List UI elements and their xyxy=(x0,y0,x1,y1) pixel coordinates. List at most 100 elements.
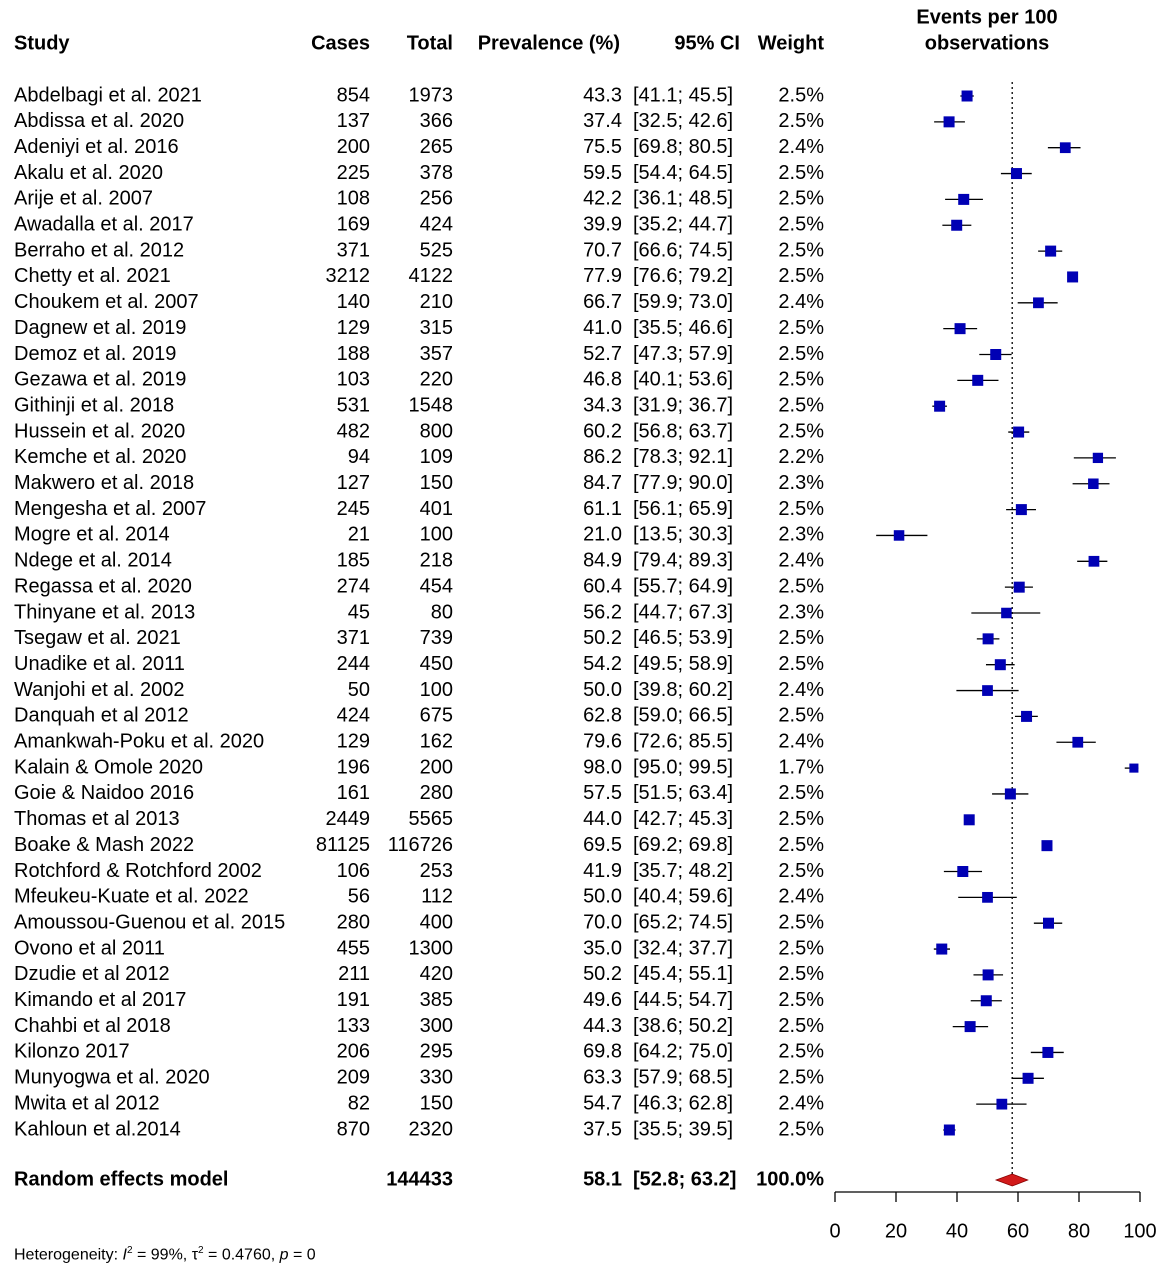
study-total: 401 xyxy=(420,498,453,520)
study-cases: 129 xyxy=(337,731,370,753)
prevalence-box xyxy=(1015,504,1027,516)
study-cases: 371 xyxy=(337,627,370,649)
study-cases: 56 xyxy=(348,886,370,908)
study-name: Arije et al. 2007 xyxy=(14,188,153,210)
study-ci: [35.7; 48.2] xyxy=(633,860,733,882)
x-tick-label: 80 xyxy=(1068,1220,1090,1240)
study-name: Kalain & Omole 2020 xyxy=(14,756,203,778)
prevalence-box xyxy=(1067,271,1079,283)
study-ci: [41.1; 45.5] xyxy=(633,84,733,106)
study-total: 378 xyxy=(420,162,453,184)
study-ci: [35.5; 46.6] xyxy=(633,317,733,339)
study-weight: 2.2% xyxy=(778,446,824,468)
study-ci: [72.6; 85.5] xyxy=(633,731,733,753)
study-weight: 2.4% xyxy=(778,550,824,572)
study-total: 330 xyxy=(420,1067,453,1089)
study-total: 424 xyxy=(420,214,453,236)
study-total: 116726 xyxy=(388,834,453,856)
study-ci: [57.9; 68.5] xyxy=(633,1067,733,1089)
study-ci: [39.8; 60.2] xyxy=(633,679,733,701)
study-cases: 2449 xyxy=(326,808,371,830)
prevalence-box xyxy=(1013,426,1025,438)
study-cases: 188 xyxy=(337,343,370,365)
study-name: Githinji et al. 2018 xyxy=(14,394,174,416)
study-cases: 140 xyxy=(337,291,370,313)
study-weight: 2.5% xyxy=(778,1118,824,1140)
p-value: 0 xyxy=(306,1246,316,1264)
prevalence-box xyxy=(1088,555,1100,567)
study-weight: 2.5% xyxy=(778,420,824,442)
study-name: Berraho et al. 2012 xyxy=(14,239,184,261)
study-total: 366 xyxy=(420,110,453,132)
study-cases: 455 xyxy=(337,937,370,959)
study-cases: 127 xyxy=(337,472,370,494)
study-cases: 185 xyxy=(337,550,370,572)
study-total: 100 xyxy=(420,524,453,546)
study-cases: 82 xyxy=(348,1092,370,1114)
study-name: Makwero et al. 2018 xyxy=(14,472,194,494)
study-ci: [35.2; 44.7] xyxy=(633,214,733,236)
study-weight: 2.5% xyxy=(778,162,824,184)
study-prevalence: 63.3 xyxy=(583,1067,622,1089)
study-total: 112 xyxy=(421,886,453,908)
study-total: 1548 xyxy=(409,394,454,416)
study-name: Kilonzo 2017 xyxy=(14,1041,130,1063)
study-prevalence: 39.9 xyxy=(583,214,622,236)
study-total: 162 xyxy=(420,731,453,753)
study-ci: [36.1; 48.5] xyxy=(633,188,733,210)
study-prevalence: 98.0 xyxy=(583,756,622,778)
study-total: 385 xyxy=(420,989,453,1011)
study-name: Thinyane et al. 2013 xyxy=(14,601,195,623)
study-cases: 129 xyxy=(337,317,370,339)
study-name: Chahbi et al 2018 xyxy=(14,1015,171,1037)
study-name: Kimando et al 2017 xyxy=(14,989,186,1011)
study-prevalence: 59.5 xyxy=(583,162,622,184)
prevalence-box xyxy=(957,866,969,877)
study-weight: 2.4% xyxy=(778,291,824,313)
summary-total: 144433 xyxy=(386,1168,453,1190)
study-cases: 161 xyxy=(337,782,370,804)
study-prevalence: 50.2 xyxy=(583,963,622,985)
summary-prevalence: 58.1 xyxy=(583,1168,622,1190)
study-prevalence: 42.2 xyxy=(583,188,622,210)
prevalence-box xyxy=(943,116,955,128)
study-total: 420 xyxy=(420,963,453,985)
study-total: 256 xyxy=(420,188,453,210)
prevalence-box xyxy=(1045,245,1057,257)
study-ci: [69.2; 69.8] xyxy=(633,834,733,856)
study-cases: 245 xyxy=(337,498,370,520)
header-cases: Cases xyxy=(311,32,370,54)
study-total: 300 xyxy=(420,1015,453,1037)
study-weight: 2.5% xyxy=(778,1041,824,1063)
prevalence-box xyxy=(1042,1046,1054,1058)
study-weight: 2.5% xyxy=(778,834,824,856)
study-weight: 2.4% xyxy=(778,679,824,701)
study-name: Unadike et al. 2011 xyxy=(14,653,185,675)
study-prevalence: 35.0 xyxy=(583,937,622,959)
prevalence-box xyxy=(1059,142,1071,154)
study-ci: [95.0; 99.5] xyxy=(633,756,733,778)
study-weight: 2.5% xyxy=(778,188,824,210)
header-weight: Weight xyxy=(758,32,825,54)
x-tick-label: 20 xyxy=(885,1220,907,1240)
prevalence-box xyxy=(934,400,946,412)
study-weight: 2.5% xyxy=(778,808,824,830)
study-ci: [42.7; 45.3] xyxy=(633,808,733,830)
study-weight: 2.3% xyxy=(778,524,824,546)
study-prevalence: 21.0 xyxy=(583,524,622,546)
study-ci: [78.3; 92.1] xyxy=(633,446,733,468)
study-cases: 137 xyxy=(337,110,370,132)
study-weight: 2.5% xyxy=(778,782,824,804)
study-name: Akalu et al. 2020 xyxy=(14,162,163,184)
study-weight: 2.5% xyxy=(778,214,824,236)
prevalence-box xyxy=(994,659,1006,671)
study-name: Rotchford & Rotchford 2002 xyxy=(14,860,262,882)
study-weight: 2.5% xyxy=(778,860,824,882)
study-name: Ovono et al 2011 xyxy=(14,937,165,959)
x-tick-label: 40 xyxy=(946,1220,968,1240)
study-cases: 103 xyxy=(337,369,370,391)
study-weight: 2.5% xyxy=(778,1067,824,1089)
prevalence-box xyxy=(1022,1072,1034,1084)
study-cases: 3212 xyxy=(326,265,371,287)
study-weight: 2.5% xyxy=(778,84,824,106)
